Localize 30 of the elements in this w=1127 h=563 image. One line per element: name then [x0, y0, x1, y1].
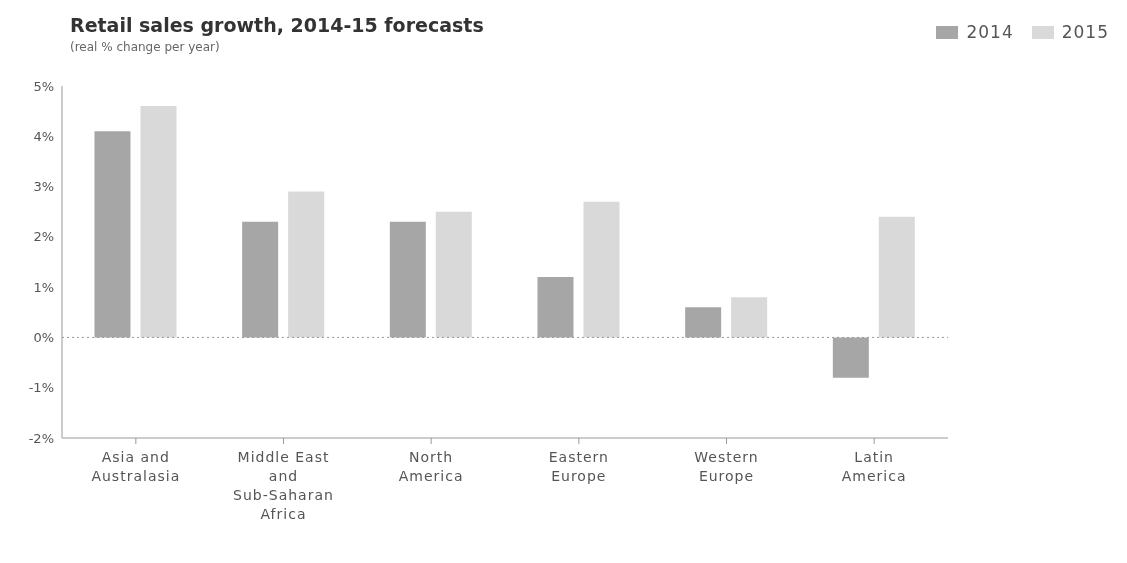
y-tick-label: 0%	[33, 330, 54, 346]
bar	[140, 106, 177, 338]
bar	[832, 337, 869, 378]
bar	[435, 211, 472, 338]
x-tick-label: North America	[398, 449, 464, 484]
legend-label: 2014	[966, 22, 1014, 42]
bar	[389, 221, 426, 338]
x-tick-label: Latin America	[841, 449, 907, 484]
y-tick-label: 5%	[33, 78, 54, 94]
y-tick-label: -1%	[28, 380, 54, 396]
y-tick-label: 1%	[33, 279, 54, 295]
y-tick-label: 2%	[33, 229, 54, 245]
x-tick-label: Eastern Europe	[548, 449, 609, 484]
bar	[583, 201, 620, 338]
bar	[94, 131, 131, 338]
y-tick-label: 3%	[33, 179, 54, 195]
x-tick-label: Middle East and Sub-Saharan Africa	[233, 449, 334, 522]
bar	[878, 216, 915, 338]
bar	[288, 191, 325, 338]
bar	[537, 277, 574, 338]
chart-title: Retail sales growth, 2014-15 forecasts	[70, 14, 484, 36]
x-tick-label: Western Europe	[694, 449, 759, 484]
bar	[685, 307, 722, 338]
y-tick-label: 4%	[33, 128, 54, 144]
x-tick-label: Asia and Australasia	[91, 449, 181, 484]
bar	[242, 221, 279, 338]
y-tick-label: -2%	[28, 430, 54, 446]
bar	[731, 297, 768, 338]
chart-subtitle: (real % change per year)	[70, 40, 220, 54]
legend-label: 2015	[1061, 22, 1109, 42]
